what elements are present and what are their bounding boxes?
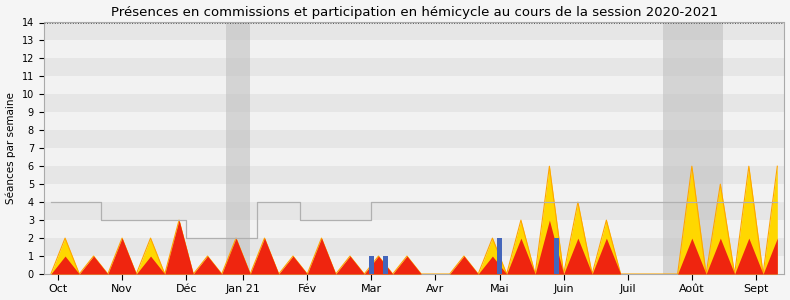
Bar	[664, 22, 723, 274]
Bar	[43, 220, 784, 238]
Bar	[43, 166, 784, 184]
Bar	[226, 22, 250, 274]
Bar	[369, 256, 374, 274]
Bar	[43, 94, 784, 112]
Bar	[43, 76, 784, 94]
Title: Présences en commissions et participation en hémicycle au cours de la session 20: Présences en commissions et participatio…	[111, 6, 717, 19]
Bar	[43, 238, 784, 256]
Bar	[43, 112, 784, 130]
Y-axis label: Séances par semaine: Séances par semaine	[6, 92, 16, 204]
Bar	[43, 22, 784, 40]
Bar	[43, 130, 784, 148]
Bar	[43, 256, 784, 274]
Bar	[383, 256, 388, 274]
Bar	[497, 238, 502, 274]
Bar	[43, 202, 784, 220]
Bar	[554, 238, 559, 274]
Bar	[43, 184, 784, 202]
Bar	[43, 40, 784, 58]
Bar	[43, 148, 784, 166]
Bar	[43, 58, 784, 76]
